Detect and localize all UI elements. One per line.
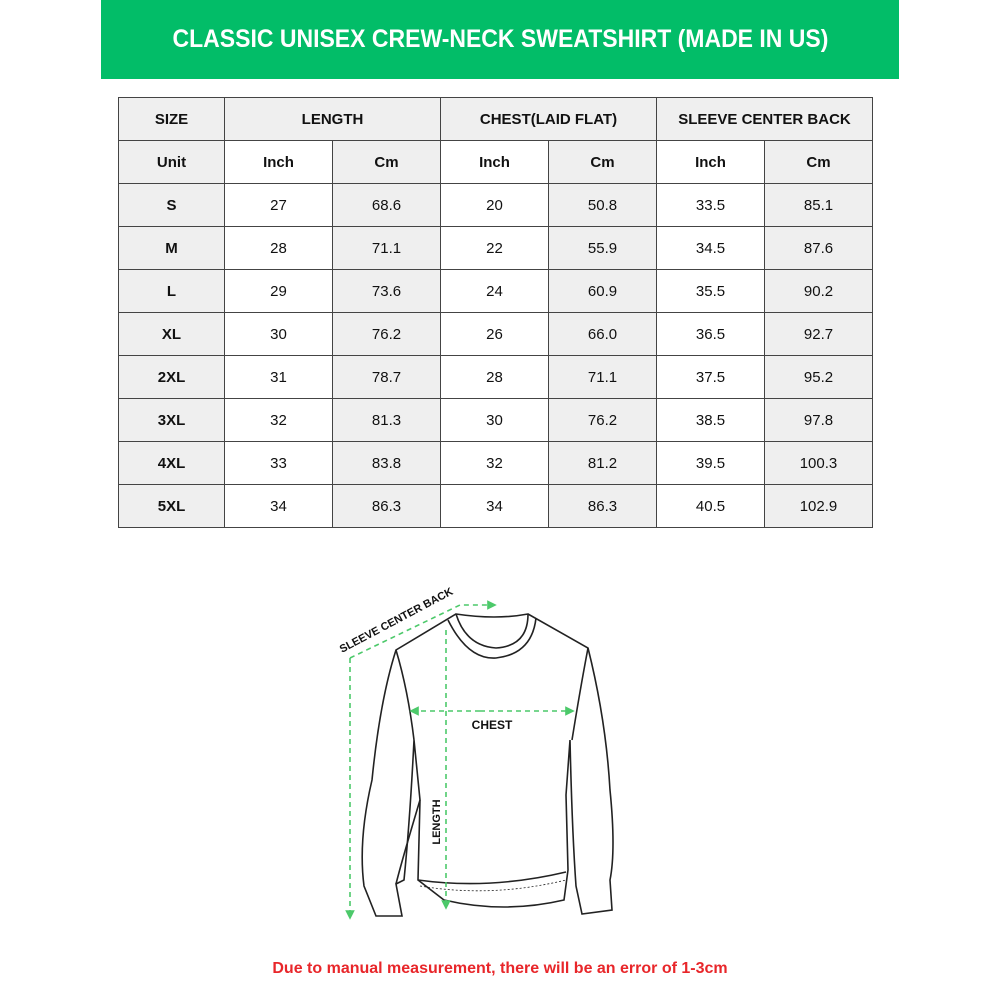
value-cell: 33 [224, 441, 333, 485]
value-cell: 29 [224, 269, 333, 313]
value-cell: 50.8 [548, 183, 657, 227]
chest-label: CHEST [472, 718, 513, 732]
size-cell: S [118, 183, 225, 227]
size-cell: 4XL [118, 441, 225, 485]
value-cell: 95.2 [764, 355, 873, 399]
unit-cell: Inch [656, 140, 765, 184]
value-cell: 20 [440, 183, 549, 227]
table-row: L 29 73.6 24 60.9 35.5 90.2 [118, 269, 873, 313]
value-cell: 76.2 [332, 312, 441, 356]
value-cell: 36.5 [656, 312, 765, 356]
header-row: SIZE LENGTH CHEST(LAID FLAT) SLEEVE CENT… [118, 97, 873, 141]
size-cell: M [118, 226, 225, 270]
unit-cell: Cm [548, 140, 657, 184]
sweatshirt-outline [361, 613, 614, 917]
value-cell: 81.3 [332, 398, 441, 442]
value-cell: 26 [440, 312, 549, 356]
sleeve-arrow [349, 600, 497, 659]
value-cell: 37.5 [656, 355, 765, 399]
unit-cell: Cm [764, 140, 873, 184]
value-cell: 87.6 [764, 226, 873, 270]
value-cell: 90.2 [764, 269, 873, 313]
value-cell: 24 [440, 269, 549, 313]
size-cell: L [118, 269, 225, 313]
value-cell: 68.6 [332, 183, 441, 227]
value-cell: 86.3 [548, 484, 657, 528]
header-size: SIZE [118, 97, 225, 141]
page-title: CLASSIC UNISEX CREW-NECK SWEATSHIRT (MAD… [172, 25, 828, 53]
title-banner: CLASSIC UNISEX CREW-NECK SWEATSHIRT (MAD… [101, 0, 899, 79]
size-cell: XL [118, 312, 225, 356]
value-cell: 32 [440, 441, 549, 485]
value-cell: 76.2 [548, 398, 657, 442]
value-cell: 55.9 [548, 226, 657, 270]
size-cell: 5XL [118, 484, 225, 528]
value-cell: 85.1 [764, 183, 873, 227]
value-cell: 71.1 [548, 355, 657, 399]
value-cell: 27 [224, 183, 333, 227]
value-cell: 86.3 [332, 484, 441, 528]
table-row: 3XL 32 81.3 30 76.2 38.5 97.8 [118, 398, 873, 442]
value-cell: 34.5 [656, 226, 765, 270]
unit-label: Unit [118, 140, 225, 184]
table-row: M 28 71.1 22 55.9 34.5 87.6 [118, 226, 873, 270]
value-cell: 39.5 [656, 441, 765, 485]
value-cell: 83.8 [332, 441, 441, 485]
header-chest: CHEST(LAID FLAT) [440, 97, 657, 141]
value-cell: 81.2 [548, 441, 657, 485]
unit-cell: Cm [332, 140, 441, 184]
value-cell: 97.8 [764, 398, 873, 442]
value-cell: 73.6 [332, 269, 441, 313]
sleeve-label: SLEEVE CENTER BACK [338, 586, 455, 656]
value-cell: 78.7 [332, 355, 441, 399]
header-sleeve: SLEEVE CENTER BACK [656, 97, 873, 141]
unit-row: Unit Inch Cm Inch Cm Inch Cm [118, 140, 873, 184]
unit-cell: Inch [440, 140, 549, 184]
value-cell: 71.1 [332, 226, 441, 270]
value-cell: 35.5 [656, 269, 765, 313]
measurement-note: Due to manual measurement, there will be… [272, 960, 728, 977]
size-cell: 2XL [118, 355, 225, 399]
value-cell: 100.3 [764, 441, 873, 485]
value-cell: 31 [224, 355, 333, 399]
value-cell: 38.5 [656, 398, 765, 442]
value-cell: 28 [440, 355, 549, 399]
length-label: LENGTH [431, 799, 443, 844]
measurement-arrows [345, 600, 575, 920]
value-cell: 102.9 [764, 484, 873, 528]
value-cell: 92.7 [764, 312, 873, 356]
table-row: 4XL 33 83.8 32 81.2 39.5 100.3 [118, 441, 873, 485]
value-cell: 33.5 [656, 183, 765, 227]
value-cell: 60.9 [548, 269, 657, 313]
value-cell: 28 [224, 226, 333, 270]
value-cell: 34 [224, 484, 333, 528]
header-length: LENGTH [224, 97, 441, 141]
size-chart-table: SIZE LENGTH CHEST(LAID FLAT) SLEEVE CENT… [118, 97, 873, 528]
size-cell: 3XL [118, 398, 225, 442]
table-row: XL 30 76.2 26 66.0 36.5 92.7 [118, 312, 873, 356]
unit-cell: Inch [224, 140, 333, 184]
value-cell: 30 [224, 312, 333, 356]
value-cell: 22 [440, 226, 549, 270]
value-cell: 34 [440, 484, 549, 528]
value-cell: 66.0 [548, 312, 657, 356]
table-row: 5XL 34 86.3 34 86.3 40.5 102.9 [118, 484, 873, 528]
value-cell: 30 [440, 398, 549, 442]
value-cell: 40.5 [656, 484, 765, 528]
sweatshirt-diagram: SLEEVE CENTER BACK CHEST LENGTH [338, 586, 614, 920]
value-cell: 32 [224, 398, 333, 442]
table-row: 2XL 31 78.7 28 71.1 37.5 95.2 [118, 355, 873, 399]
table-row: S 27 68.6 20 50.8 33.5 85.1 [118, 183, 873, 227]
